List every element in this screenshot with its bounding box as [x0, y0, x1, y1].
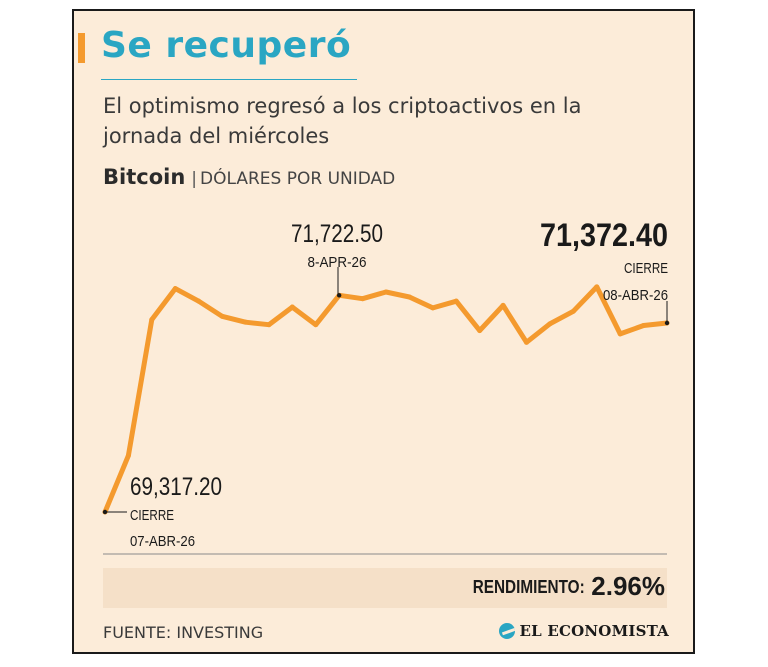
- brand-name: EL ECONOMISTA: [519, 622, 669, 640]
- data-point: [594, 284, 600, 290]
- data-point: [266, 322, 272, 328]
- data-point: [617, 331, 623, 337]
- data-point: [547, 321, 553, 327]
- data-point: [125, 453, 131, 459]
- data-point: [243, 319, 248, 325]
- data-point: [641, 323, 647, 329]
- series-layer: [102, 284, 670, 515]
- start-close-label: CIERRE: [130, 507, 174, 524]
- peak-value-label: 71,722.50: [291, 220, 383, 248]
- data-point: [313, 322, 319, 328]
- chart-subtitle: El optimismo regresó a los criptoactivos…: [103, 94, 582, 148]
- peak-date-label: 8-APR-26: [308, 254, 367, 271]
- label-layer: 69,317.20 CIERRE 07-ABR-26 71,722.50 8-A…: [105, 217, 668, 550]
- source-note: FUENTE: INVESTING: [103, 623, 264, 642]
- end-close-label: CIERRE: [624, 260, 668, 277]
- performance-value: 2.96%: [591, 571, 665, 601]
- data-point: [196, 298, 202, 304]
- start-value-label: 69,317.20: [130, 473, 222, 501]
- chart-card: Se recuperó El optimismo regresó a los c…: [72, 9, 695, 654]
- data-point: [172, 286, 178, 292]
- performance-label: RENDIMIENTO:: [473, 577, 585, 597]
- brand-logo: EL ECONOMISTA: [498, 622, 669, 640]
- title-accent-bar: [78, 33, 85, 63]
- chart-title: Se recuperó: [101, 25, 352, 66]
- data-point: [500, 302, 506, 308]
- end-value-label: 71,372.40: [540, 217, 668, 253]
- end-date-label: 08-ABR-26: [603, 287, 668, 304]
- series-separator: |: [191, 169, 198, 189]
- start-date-label: 07-ABR-26: [130, 533, 195, 550]
- performance-band: RENDIMIENTO: 2.96%: [103, 568, 667, 608]
- data-point: [149, 317, 155, 323]
- data-point: [383, 289, 389, 295]
- series-heading: Bitcoin | DÓLARES POR UNIDAD: [103, 165, 395, 189]
- title-underline: [101, 79, 357, 80]
- data-point: [570, 308, 576, 314]
- data-point: [219, 313, 225, 319]
- data-point: [430, 305, 436, 311]
- annotation-marker: [336, 293, 342, 298]
- data-point: [477, 328, 483, 334]
- series-unit: DÓLARES POR UNIDAD: [200, 169, 396, 189]
- brand-mark-icon: [498, 623, 515, 639]
- data-point: [360, 296, 366, 302]
- series-name: Bitcoin: [103, 165, 186, 189]
- data-point: [289, 304, 295, 310]
- data-point: [406, 294, 412, 300]
- line-chart: 69,317.20 CIERRE 07-ABR-26 71,722.50 8-A…: [102, 217, 670, 608]
- data-point: [524, 339, 529, 345]
- data-point: [453, 298, 459, 304]
